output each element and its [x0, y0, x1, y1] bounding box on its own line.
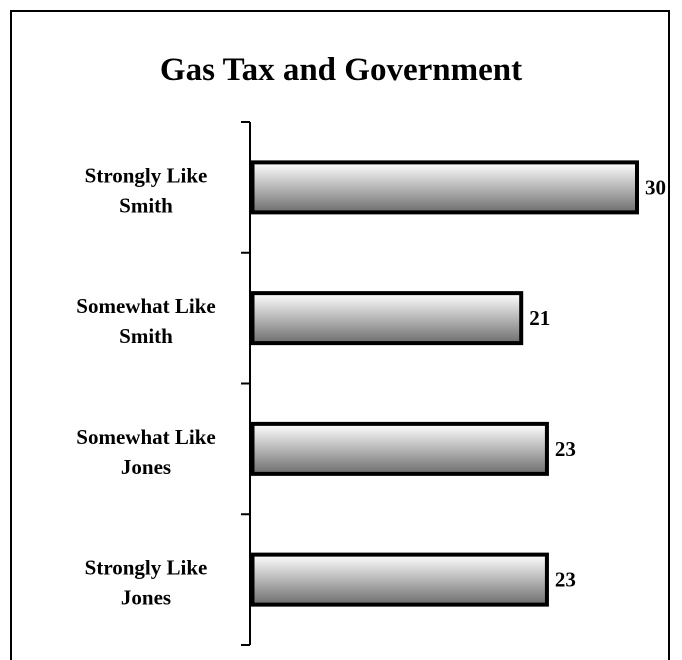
- category-label-line: Somewhat Like: [76, 294, 215, 318]
- data-label: 23: [555, 437, 576, 461]
- category-label-line: Jones: [121, 586, 171, 610]
- y-axis: [241, 122, 250, 645]
- bar: [253, 293, 522, 343]
- category-label-line: Strongly Like: [85, 556, 208, 580]
- bar: [253, 162, 638, 212]
- data-label: 30: [645, 175, 666, 199]
- category-label-line: Smith: [119, 324, 173, 348]
- category-label: Somewhat Like Smith: [76, 294, 215, 348]
- category-label-line: Smith: [119, 193, 173, 217]
- category-label-line: Somewhat Like: [76, 425, 215, 449]
- category-label-line: Jones: [121, 455, 171, 479]
- bars: [253, 162, 638, 604]
- data-label: 21: [529, 306, 550, 330]
- bar: [253, 424, 547, 474]
- category-label-line: Strongly Like: [85, 163, 208, 187]
- data-label: 23: [555, 568, 576, 592]
- bar: [253, 555, 547, 605]
- labels: 30 Strongly Like Smith 21 Somewhat Like Smith…: [76, 163, 666, 609]
- category-label: Strongly Like Smith: [85, 163, 208, 217]
- category-label: Strongly Like Jones: [85, 556, 208, 610]
- category-label: Somewhat Like Jones: [76, 425, 215, 479]
